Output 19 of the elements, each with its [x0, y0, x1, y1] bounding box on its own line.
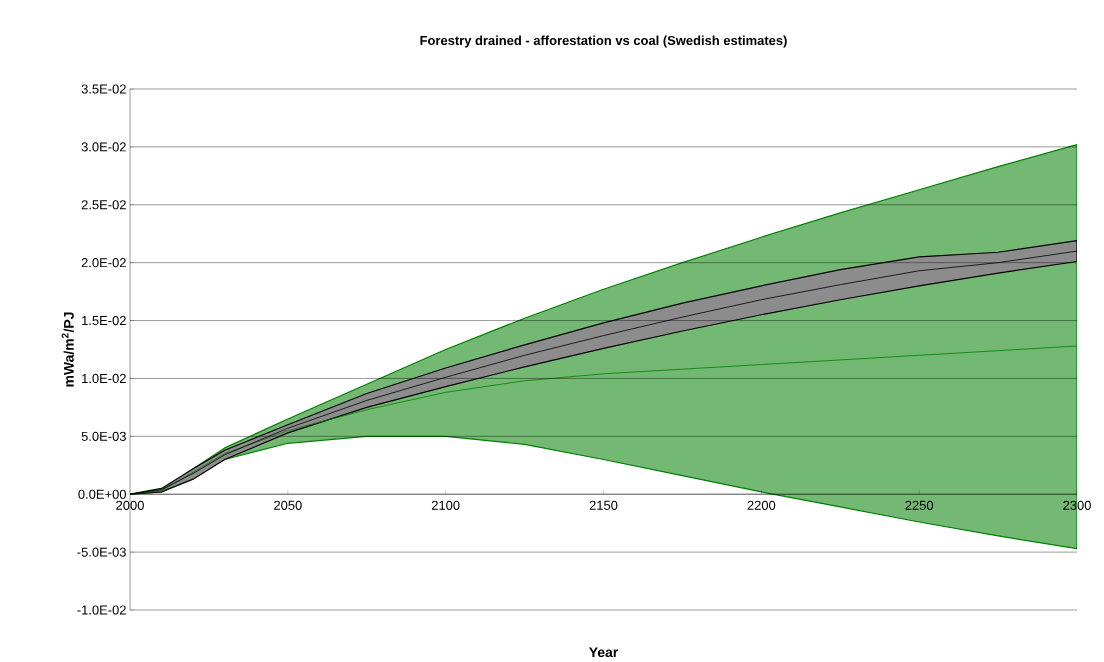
y-axis-title: mWa/m$^{2}$/PJ: [61, 312, 74, 387]
y-tick-label: -1.0E-02: [77, 605, 126, 615]
y-tick-label: 3.5E-02: [81, 84, 126, 94]
x-axis-title: Year: [589, 647, 619, 658]
y-tick-label: 1.0E-02: [82, 373, 126, 384]
x-tick-label: 2050: [274, 500, 302, 510]
y-tick-label: 5.0E-03: [81, 431, 126, 441]
chart-title: Forestry drained - afforestation vs coal (Swedish estimates): [420, 35, 787, 48]
y-tick-label: 2.0E-02: [81, 258, 126, 268]
x-tick-label: 2200: [747, 500, 776, 510]
x-tick-label: 2000: [116, 500, 144, 510]
y-tick-label: 2.5E-02: [81, 200, 126, 210]
y-tick-label: 3.0E-02: [81, 142, 126, 152]
x-tick-label: 2100: [431, 500, 460, 510]
y-tick-label: -5.0E-03: [77, 547, 126, 557]
y-tick-label: 1.5E-02: [82, 315, 126, 326]
y-tick-label: 0.0E+00: [78, 489, 126, 499]
x-tick-label: 2250: [905, 500, 934, 510]
x-tick-label: 2150: [589, 500, 618, 510]
